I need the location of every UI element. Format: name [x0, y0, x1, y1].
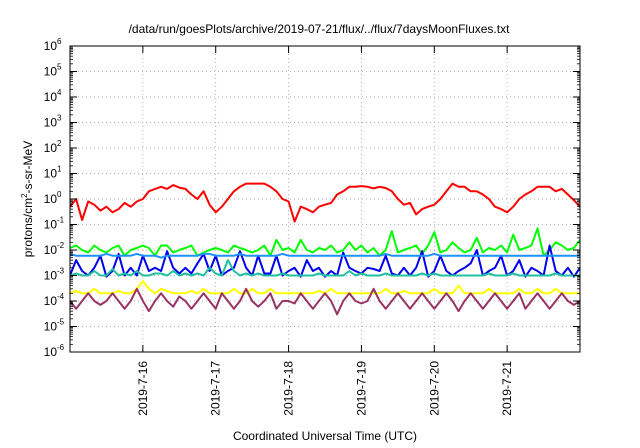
- y-tick-exponent: 0: [57, 190, 62, 199]
- y-tick-label: 10: [44, 116, 58, 130]
- y-tick-exponent: -5: [57, 318, 65, 327]
- series-line-6: [70, 280, 580, 295]
- y-tick-label: 10: [44, 65, 58, 79]
- y-tick-label: 10: [44, 320, 58, 334]
- y-tick-label: 10: [44, 218, 58, 232]
- series-line-7: [70, 287, 580, 316]
- y-tick-label: 10: [44, 192, 58, 206]
- x-axis-label: Coordinated Universal Time (UTC): [233, 429, 417, 443]
- x-tick-label: 2019-7-20: [427, 361, 441, 416]
- series-line-5: [70, 259, 580, 277]
- chart-title: /data/run/goesPlots/archive/2019-07-21/f…: [129, 22, 511, 36]
- y-tick-exponent: 6: [57, 37, 62, 46]
- y-axis-ticks: 10 -610 -510 -410 -310 -210 -110 010 110 210 310 41…: [44, 37, 580, 359]
- y-tick-label: 10: [44, 294, 58, 308]
- y-tick-label: 10: [44, 345, 58, 359]
- y-tick-label: 10: [44, 243, 58, 257]
- x-axis-ticks: 2019-7-16 2019-7-17 2019-7-18 2019-7-19 2019…: [136, 46, 514, 416]
- y-tick-label: 10: [44, 90, 58, 104]
- y-tick-exponent: 1: [57, 165, 62, 174]
- series-lines: [70, 182, 580, 316]
- y-tick-label: 10: [44, 39, 58, 53]
- x-tick-label: 2019-7-18: [282, 361, 296, 416]
- y-tick-label: 10: [44, 269, 58, 283]
- y-tick-exponent: -3: [57, 267, 65, 276]
- y-tick-exponent: -4: [57, 292, 65, 301]
- y-tick-exponent: -1: [57, 216, 65, 225]
- x-tick-label: 2019-7-19: [354, 361, 368, 416]
- x-tick-label: 2019-7-17: [209, 361, 223, 416]
- y-tick-exponent: -2: [57, 241, 65, 250]
- x-tick-label: 2019-7-21: [500, 361, 514, 416]
- y-tick-exponent: 5: [57, 63, 62, 72]
- y-tick-label: 10: [44, 141, 58, 155]
- y-tick-exponent: -6: [57, 343, 65, 352]
- y-tick-label: 10: [44, 167, 58, 181]
- series-line-1: [70, 182, 580, 223]
- series-line-2: [70, 227, 580, 257]
- y-axis-label: protons/cm2-s-sr-MeV: [20, 141, 35, 257]
- grid: [70, 46, 580, 352]
- y-tick-exponent: 3: [57, 114, 62, 123]
- x-tick-label: 2019-7-16: [136, 361, 150, 416]
- y-tick-exponent: 4: [57, 88, 62, 97]
- series-line-4: [70, 252, 580, 259]
- y-tick-exponent: 2: [57, 139, 62, 148]
